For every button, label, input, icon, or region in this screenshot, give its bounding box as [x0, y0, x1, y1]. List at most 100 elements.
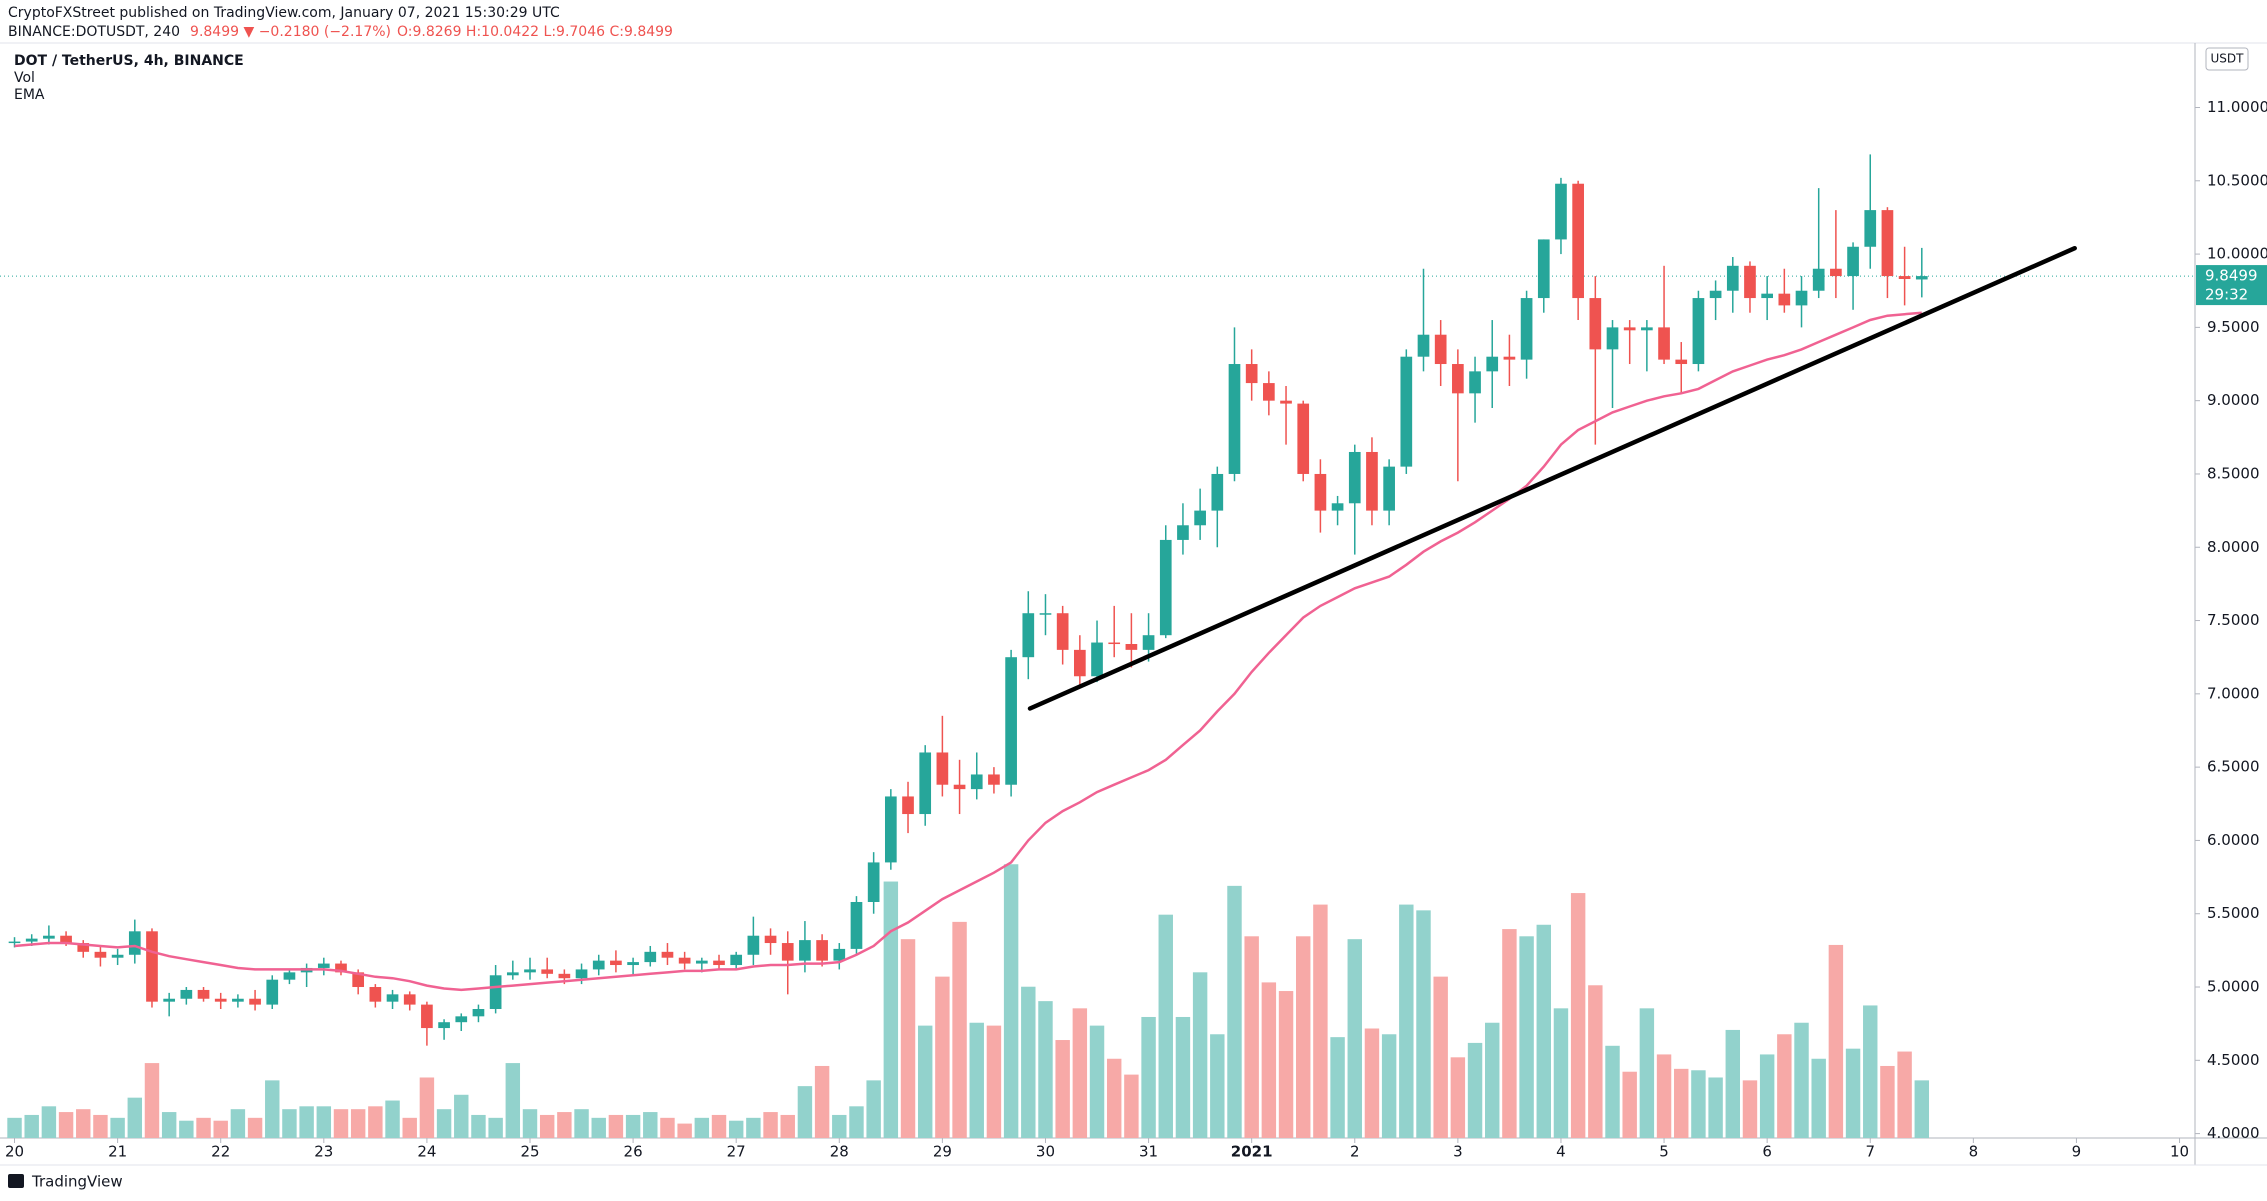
- currency-badge[interactable]: [2205, 47, 2249, 71]
- candle-body: [524, 969, 536, 973]
- candle-body: [1452, 364, 1464, 394]
- candle-body: [1366, 451, 1378, 511]
- y-tick-label: 9.5000: [2207, 318, 2260, 336]
- candle-body: [747, 935, 760, 955]
- candle-body: [1056, 613, 1069, 650]
- volume-bar: [1467, 1042, 1483, 1138]
- candle-body: [1830, 268, 1842, 277]
- volume-bar: [1278, 991, 1294, 1138]
- volume-bar: [832, 1114, 847, 1138]
- volume-bar: [436, 1109, 452, 1138]
- candle-body: [386, 994, 399, 1002]
- ema-line: [14, 311, 1922, 992]
- candle-body: [180, 989, 193, 999]
- volume-bar: [1588, 985, 1603, 1138]
- candle-body: [1383, 466, 1395, 511]
- candle-body: [1606, 327, 1619, 350]
- volume-bar: [849, 1106, 864, 1138]
- candle-body: [283, 972, 296, 980]
- candle-body: [1692, 298, 1705, 365]
- volume-bar: [1622, 1071, 1637, 1138]
- y-tick-label: 6.0000: [2207, 831, 2260, 849]
- candle-body: [1572, 183, 1584, 299]
- y-tick-label: 4.5000: [2207, 1051, 2260, 1069]
- candle-body: [1417, 334, 1430, 357]
- volume-bar: [419, 1077, 435, 1138]
- volume-bar: [660, 1117, 675, 1138]
- legend-vol: Vol: [14, 70, 35, 86]
- volume-bar: [522, 1109, 538, 1138]
- volume-bar: [299, 1106, 314, 1138]
- volume-bar: [1175, 1016, 1191, 1138]
- volume-bar: [643, 1112, 658, 1138]
- candle-body: [1726, 265, 1739, 291]
- volume-bar: [1828, 944, 1844, 1138]
- volume-bar: [24, 1114, 39, 1138]
- candle-body: [1211, 473, 1224, 511]
- candle-body: [730, 954, 743, 966]
- last-price-label: 9.8499: [2205, 267, 2258, 285]
- volume-bar: [1192, 972, 1208, 1138]
- volume-bar: [1313, 904, 1328, 1138]
- volume-bar: [969, 1022, 984, 1138]
- candle-body: [644, 951, 657, 963]
- candle-body: [1142, 635, 1155, 650]
- candle-body: [833, 948, 846, 961]
- x-tick-label: 3: [1453, 1143, 1463, 1161]
- volume-bar: [1330, 1037, 1345, 1138]
- volume-bar: [247, 1117, 263, 1138]
- volume-bar: [1450, 1057, 1466, 1138]
- y-tick-label: 11.0000: [2207, 98, 2267, 116]
- volume-bar: [350, 1109, 366, 1138]
- candle-body: [678, 957, 691, 964]
- candle-body: [1091, 642, 1103, 677]
- candle-body: [1108, 642, 1121, 645]
- logo-icon: [8, 1174, 24, 1188]
- volume-bar: [144, 1063, 160, 1138]
- published-line: CryptoFXStreet published on TradingView.…: [8, 5, 560, 21]
- x-tick-label: 31: [1139, 1143, 1158, 1161]
- volume-bar: [1639, 1008, 1655, 1138]
- candle-body: [1194, 510, 1206, 526]
- candle-body: [1228, 364, 1241, 474]
- volume-bar: [1759, 1054, 1775, 1138]
- candle-body: [1623, 327, 1636, 331]
- candle-body: [111, 954, 124, 958]
- symbol: BINANCE:DOTUSDT, 240: [8, 24, 180, 40]
- candle-body: [1263, 383, 1275, 401]
- candle-body: [1915, 276, 1928, 280]
- candle-body: [592, 960, 605, 970]
- volume-bar: [1141, 1016, 1156, 1138]
- candle-body: [1847, 246, 1859, 277]
- candle-body: [1812, 268, 1825, 291]
- candle-body: [695, 960, 708, 964]
- candle-body: [1778, 293, 1791, 306]
- candle-body: [197, 989, 210, 999]
- volume-bar: [814, 1065, 830, 1138]
- candle-body: [953, 784, 966, 790]
- candle-body: [266, 979, 279, 1005]
- x-tick-label: 2: [1350, 1143, 1360, 1161]
- volume-bar: [230, 1109, 246, 1138]
- candle-body: [781, 943, 794, 961]
- candle-body: [988, 774, 1000, 785]
- candle-body: [627, 962, 639, 966]
- candle-body: [421, 1004, 433, 1029]
- volume-bar: [1210, 1034, 1225, 1138]
- volume-bar: [282, 1109, 297, 1138]
- volume-bar: [1124, 1074, 1139, 1138]
- volume-bar: [385, 1100, 400, 1138]
- candle-body: [936, 752, 949, 785]
- x-tick-label: 8: [1969, 1143, 1979, 1161]
- volume-bar: [1863, 1005, 1878, 1138]
- x-tick-label: 24: [417, 1143, 436, 1161]
- volume-bar: [1347, 939, 1362, 1138]
- legend-title: DOT / TetherUS, 4h, BINANCE: [14, 53, 244, 69]
- volume-bar: [1227, 885, 1242, 1138]
- volume-bar: [213, 1120, 228, 1138]
- candle-body: [1297, 403, 1310, 474]
- y-tick-label: 5.5000: [2207, 904, 2260, 922]
- candle-body: [438, 1022, 450, 1029]
- volume-bar: [505, 1063, 521, 1138]
